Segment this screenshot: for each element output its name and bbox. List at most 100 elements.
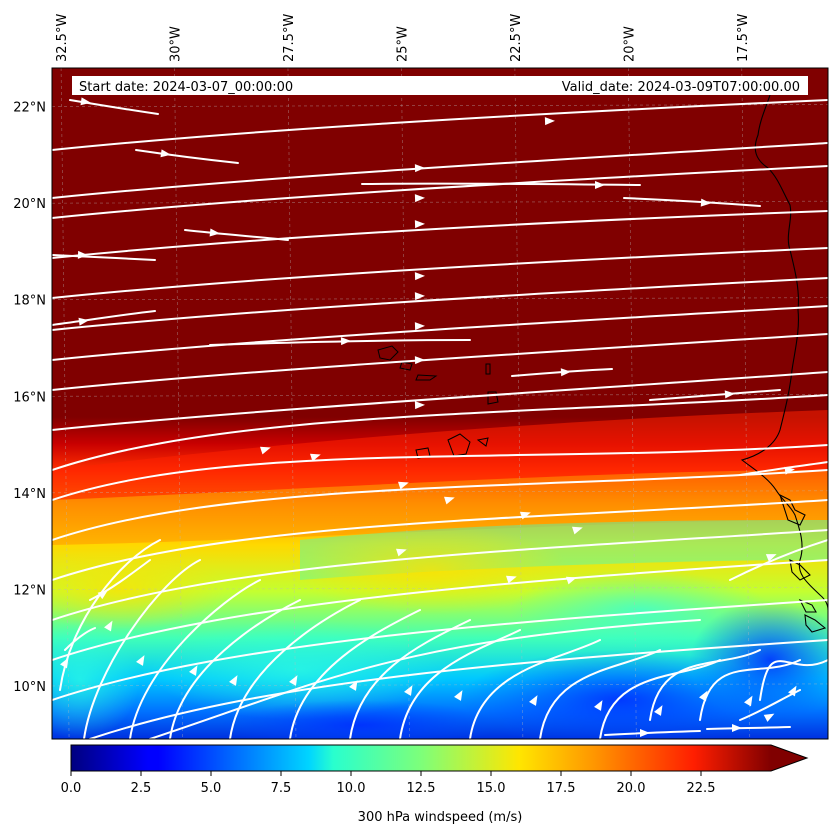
colorbar-tick-label-4: 10.0 <box>337 781 366 796</box>
streamline <box>52 165 828 219</box>
streamline <box>52 247 828 299</box>
lon-tick-label-3: 25°W <box>395 26 410 62</box>
streamline-arrow <box>260 446 271 455</box>
streamline-arrow <box>229 675 238 686</box>
lon-tick-label-1: 30°W <box>169 26 184 62</box>
streamline <box>759 659 828 701</box>
lat-tick-label-6: 22°N <box>13 101 46 116</box>
streamline <box>52 469 828 541</box>
streamline-arrow <box>340 337 351 346</box>
coastline <box>740 94 828 633</box>
lon-gridline <box>741 68 751 739</box>
streamline <box>349 619 471 739</box>
streamline-arrow <box>414 356 425 365</box>
lon-tick-label-5: 20°W <box>622 26 637 62</box>
streamline <box>511 368 613 377</box>
streamline <box>623 197 761 207</box>
latitude-ticks: 10°N 12°N 14°N 16°N 18°N 20°N 22°N <box>13 101 46 695</box>
streamline <box>52 499 828 581</box>
streamline-arrow <box>724 390 735 399</box>
streamline-arrow <box>414 272 425 281</box>
streamline <box>469 639 601 739</box>
lon-gridline <box>287 68 297 739</box>
streamline-arrow <box>572 526 583 535</box>
lon-tick-label-0: 32.5°W <box>55 14 70 62</box>
colorbar-tick-label-5: 12.5 <box>407 781 436 796</box>
streamline-arrow <box>97 590 109 600</box>
streamline <box>706 726 791 730</box>
streamline-arrow <box>765 554 777 562</box>
streamline-arrow <box>189 665 198 676</box>
streamline <box>52 333 828 391</box>
streamline <box>69 99 159 115</box>
streamline <box>52 444 828 501</box>
streamline <box>52 394 828 471</box>
streamline <box>52 529 828 621</box>
info-box <box>72 76 808 95</box>
lon-gridline <box>401 68 410 739</box>
streamline-arrow <box>566 576 577 585</box>
streamline <box>604 730 701 736</box>
colorbar-tick-label-6: 15.0 <box>477 781 506 796</box>
streamline <box>52 210 828 259</box>
streamline-arrow <box>784 466 795 475</box>
streamline <box>52 310 156 326</box>
streamline <box>539 649 661 739</box>
streamline-arrow <box>60 657 69 669</box>
lon-tick-label-4: 22.5°W <box>509 14 524 62</box>
streamline-arrow <box>454 690 463 701</box>
streamline-arrow <box>444 496 455 505</box>
streamline-arrow <box>640 729 650 737</box>
streamline-arrow <box>77 250 88 259</box>
colorbar-tick-label-2: 5.0 <box>201 781 222 796</box>
streamline-arrow <box>349 680 358 691</box>
streamline-arrow <box>414 194 425 203</box>
streamline <box>699 659 801 721</box>
streamline <box>135 149 239 164</box>
streamline <box>52 559 828 661</box>
lat-tick-label-2: 14°N <box>13 487 46 502</box>
streamline-arrow <box>404 685 413 696</box>
streamline-arrow <box>310 453 321 462</box>
start-date-label: Start date: 2024-03-07_00:00:00 <box>79 80 293 95</box>
streamline <box>599 659 721 739</box>
colorbar-ticks: 0.0 2.5 5.0 7.5 10.0 12.5 15.0 17.5 20.0 22.5 <box>61 771 715 796</box>
streamline-arrow <box>506 575 517 584</box>
streamline-arrow <box>529 695 538 706</box>
streamline-arrow <box>414 164 425 173</box>
lon-tick-label-6: 17.5°W <box>736 14 751 62</box>
lat-tick-label-4: 18°N <box>13 294 46 309</box>
colorbar-tick-label-1: 2.5 <box>131 781 152 796</box>
streamline-arrow <box>594 700 603 711</box>
streamline <box>89 559 151 601</box>
colorbar-tick-label-8: 20.0 <box>617 781 646 796</box>
valid-date-label: Valid_date: 2024-03-09T07:00:00.00 <box>562 80 800 95</box>
colorbar-tick-label-0: 0.0 <box>61 781 82 796</box>
streamline <box>649 389 781 401</box>
wind-streamlines <box>52 97 828 739</box>
lat-tick-label-5: 20°N <box>13 197 46 212</box>
streamline-arrow <box>396 548 407 557</box>
lon-gridline <box>514 68 524 739</box>
streamline-arrow <box>544 117 555 126</box>
colorbar: 0.0 2.5 5.0 7.5 10.0 12.5 15.0 17.5 20.0 22.5 300… <box>61 744 809 825</box>
streamline-arrow <box>560 368 571 377</box>
streamline <box>169 599 301 739</box>
lat-tick-label-3: 16°N <box>13 390 46 405</box>
longitude-ticks: 32.5°W 30°W 27.5°W 25°W 22.5°W 20°W 17.5°W <box>55 14 751 62</box>
streamline <box>149 619 701 739</box>
streamline <box>52 142 828 199</box>
streamline-arrow <box>700 198 711 207</box>
streamline <box>52 277 828 331</box>
streamline-arrow <box>744 695 753 707</box>
streamline <box>52 305 828 361</box>
streamline <box>649 649 761 721</box>
map-frame <box>51 67 829 740</box>
colorbar-tick-label-7: 17.5 <box>547 781 576 796</box>
streamline-arrow <box>160 149 171 158</box>
streamline <box>229 599 361 739</box>
streamline <box>289 609 421 739</box>
lat-tick-label-1: 12°N <box>13 583 46 598</box>
streamline-arrow <box>414 292 425 301</box>
